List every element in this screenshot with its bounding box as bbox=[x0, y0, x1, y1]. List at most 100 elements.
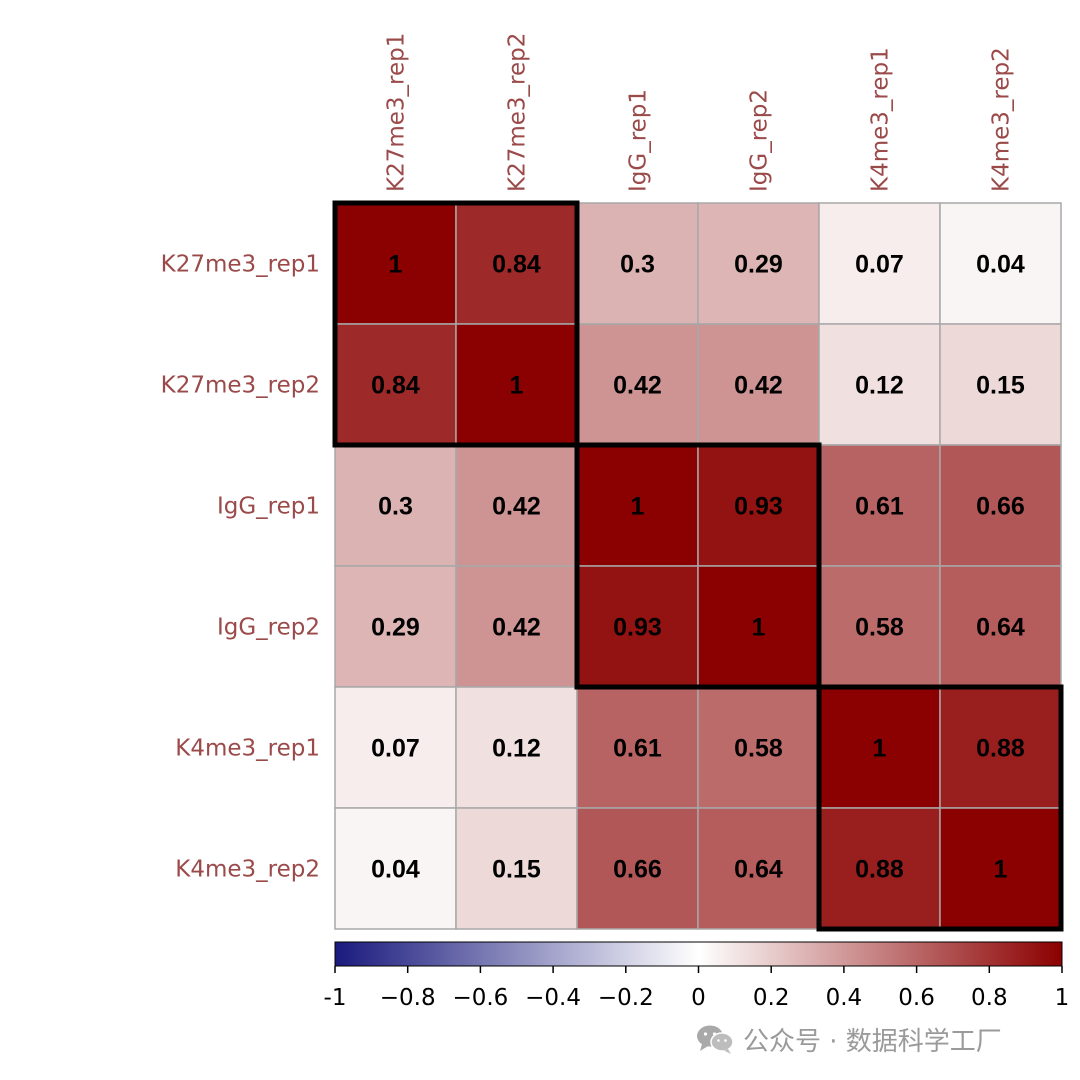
cell-value-label: 1 bbox=[510, 372, 524, 400]
cell-value-label: 0.58 bbox=[855, 614, 904, 642]
cluster-box bbox=[574, 442, 822, 690]
cell-value-label: 0.42 bbox=[492, 614, 541, 642]
colorbar-tick-label: −0.2 bbox=[598, 985, 654, 1011]
cell-value-label: 0.66 bbox=[976, 493, 1025, 521]
row-label: K27me3_rep2 bbox=[161, 373, 320, 399]
cell-value-label: 0.61 bbox=[613, 735, 662, 763]
column-label: K4me3_rep2 bbox=[989, 47, 1015, 192]
heatmap-cell bbox=[455, 565, 578, 688]
colorbar-gradient bbox=[334, 941, 1063, 967]
cell-value-label: 0.12 bbox=[492, 735, 541, 763]
heatmap-cell bbox=[697, 807, 820, 930]
heatmap-cell bbox=[697, 565, 820, 688]
cell-value-label: 0.61 bbox=[855, 493, 904, 521]
cell-value-label: 0.93 bbox=[613, 614, 662, 642]
colorbar-ticks: -1 −0.8 −0.6 −0.4 −0.2 0 0.2 0.4 0.6 0.8 1 bbox=[324, 966, 1070, 1011]
colorbar-tick-label: −0.4 bbox=[525, 985, 581, 1011]
heatmap-cell bbox=[818, 202, 941, 325]
cell-value-labels: 1 0.84 0.3 0.29 0.07 0.04 0.84 1 0.42 0.42 0.12 0.1… bbox=[371, 251, 1025, 884]
heatmap-cell bbox=[334, 565, 457, 688]
cell-value-label: 0.29 bbox=[371, 614, 420, 642]
heatmap-cell bbox=[576, 565, 699, 688]
cell-value-label: 0.3 bbox=[378, 493, 413, 521]
heatmap-cell bbox=[334, 202, 457, 325]
heatmap-cell bbox=[697, 202, 820, 325]
colorbar-tick-label: -1 bbox=[324, 985, 347, 1011]
column-labels: K27me3_rep1 K27me3_rep2 IgG_rep1 IgG_rep2 K4… bbox=[384, 33, 1015, 192]
watermark-text: 公众号 · 数据科学工厂 bbox=[743, 1026, 1002, 1057]
heatmap-cell bbox=[818, 807, 941, 930]
heatmap-cell bbox=[939, 807, 1062, 930]
cell-value-label: 0.64 bbox=[976, 614, 1025, 642]
colorbar-tick-label: 0.2 bbox=[753, 985, 790, 1011]
cell-value-label: 1 bbox=[873, 735, 887, 763]
cell-value-label: 1 bbox=[994, 856, 1008, 884]
heatmap-cell bbox=[697, 686, 820, 809]
cell-value-label: 0.04 bbox=[371, 856, 420, 884]
row-label: IgG_rep1 bbox=[217, 494, 320, 520]
colorbar-tick-label: 0.6 bbox=[898, 985, 935, 1011]
colorbar-tick-label: 0.4 bbox=[826, 985, 863, 1011]
cell-value-label: 0.84 bbox=[492, 251, 541, 279]
cell-value-label: 1 bbox=[752, 614, 766, 642]
row-label: K27me3_rep1 bbox=[161, 252, 320, 278]
colorbar bbox=[334, 941, 1063, 967]
cell-value-label: 0.42 bbox=[613, 372, 662, 400]
cell-value-label: 0.93 bbox=[734, 493, 783, 521]
heatmap-cell bbox=[818, 686, 941, 809]
cell-value-label: 0.15 bbox=[976, 372, 1025, 400]
colorbar-tick-label: −0.6 bbox=[452, 985, 508, 1011]
cluster-boxes bbox=[332, 200, 1064, 932]
column-label: K4me3_rep1 bbox=[868, 47, 894, 192]
cluster-box bbox=[332, 200, 580, 448]
colorbar-tick-label: −0.8 bbox=[380, 985, 436, 1011]
cell-value-label: 0.66 bbox=[613, 856, 662, 884]
row-label: K4me3_rep1 bbox=[175, 736, 320, 762]
cell-value-label: 0.88 bbox=[855, 856, 904, 884]
heatmap-cell bbox=[334, 807, 457, 930]
cell-value-label: 0.42 bbox=[492, 493, 541, 521]
heatmap-cell bbox=[697, 444, 820, 567]
heatmap-cell bbox=[939, 565, 1062, 688]
correlation-heatmap: 1 0.84 0.3 0.29 0.07 0.04 0.84 1 0.42 0.42 0.12 0.1… bbox=[161, 33, 1070, 1011]
row-labels: K27me3_rep1 K27me3_rep2 IgG_rep1 IgG_rep2 K4… bbox=[161, 252, 320, 883]
cell-value-label: 0.42 bbox=[734, 372, 783, 400]
heatmap-cell bbox=[455, 202, 578, 325]
column-label: K27me3_rep1 bbox=[384, 33, 410, 192]
cell-value-label: 1 bbox=[631, 493, 645, 521]
colorbar-tick-label: 0.8 bbox=[971, 985, 1008, 1011]
column-label: K27me3_rep2 bbox=[505, 33, 531, 192]
cell-value-label: 1 bbox=[389, 251, 403, 279]
heatmap-cell bbox=[576, 202, 699, 325]
heatmap-cells bbox=[334, 202, 1062, 930]
heatmap-cell bbox=[939, 323, 1062, 446]
cell-value-label: 0.07 bbox=[371, 735, 420, 763]
cell-value-label: 0.58 bbox=[734, 735, 783, 763]
watermark: 公众号 · 数据科学工厂 bbox=[695, 1022, 1002, 1057]
colorbar-tick-label: 0 bbox=[691, 985, 706, 1011]
cell-value-label: 0.12 bbox=[855, 372, 904, 400]
row-label: K4me3_rep2 bbox=[175, 857, 320, 883]
cell-value-label: 0.29 bbox=[734, 251, 783, 279]
heatmap-cell bbox=[576, 686, 699, 809]
colorbar-tick-label: 1 bbox=[1055, 985, 1070, 1011]
heatmap-cell bbox=[697, 323, 820, 446]
row-label: IgG_rep2 bbox=[217, 615, 320, 641]
heatmap-cell bbox=[455, 323, 578, 446]
heatmap-cell bbox=[939, 444, 1062, 567]
column-label: IgG_rep2 bbox=[747, 89, 773, 192]
heatmap-cell bbox=[334, 686, 457, 809]
heatmap-cell bbox=[939, 202, 1062, 325]
heatmap-cell bbox=[818, 444, 941, 567]
cell-value-label: 0.04 bbox=[976, 251, 1025, 279]
cell-value-label: 0.84 bbox=[371, 372, 420, 400]
column-label: IgG_rep1 bbox=[626, 89, 652, 192]
cluster-box bbox=[816, 684, 1064, 932]
cell-value-label: 0.88 bbox=[976, 735, 1025, 763]
cell-value-label: 0.3 bbox=[620, 251, 655, 279]
cell-value-label: 0.15 bbox=[492, 856, 541, 884]
heatmap-cell bbox=[818, 565, 941, 688]
cell-value-label: 0.64 bbox=[734, 856, 783, 884]
cell-value-label: 0.07 bbox=[855, 251, 904, 279]
heatmap-cell bbox=[334, 444, 457, 567]
